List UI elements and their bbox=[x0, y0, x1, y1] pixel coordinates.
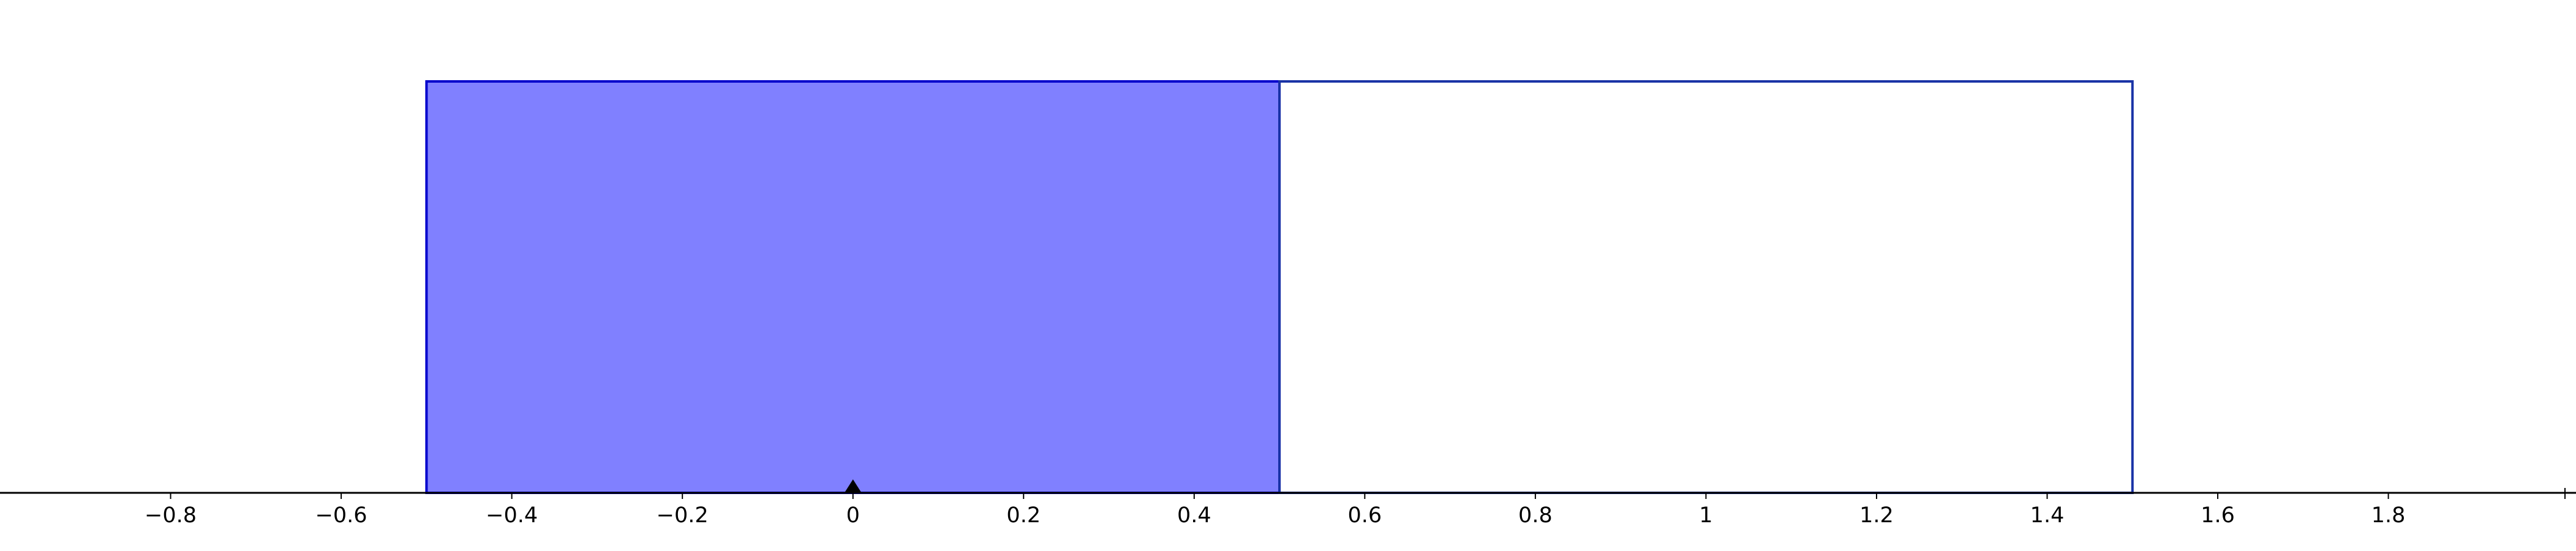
x-tick-label: 1.4 bbox=[2030, 503, 2065, 528]
x-tick-label: 0.4 bbox=[1177, 503, 1211, 528]
x-tick-label: 0.6 bbox=[1348, 503, 1382, 528]
bar-outline bbox=[1279, 81, 2133, 493]
x-tick-label: −0.2 bbox=[657, 503, 709, 528]
x-tick-label: 0.8 bbox=[1518, 503, 1553, 528]
x-tick-label: 0.2 bbox=[1006, 503, 1041, 528]
x-tick-label: 1.2 bbox=[1859, 503, 1894, 528]
bar-filled bbox=[426, 81, 1279, 493]
x-tick-label: 1.6 bbox=[2201, 503, 2235, 528]
x-tick-label: 1 bbox=[1699, 503, 1712, 528]
x-tick-label: −0.4 bbox=[486, 503, 538, 528]
x-tick-label: 1.8 bbox=[2371, 503, 2406, 528]
x-tick-label: 0 bbox=[846, 503, 860, 528]
x-tick-label: −0.8 bbox=[145, 503, 197, 528]
x-tick-label: −0.6 bbox=[315, 503, 367, 528]
bars-layer bbox=[426, 81, 2132, 493]
